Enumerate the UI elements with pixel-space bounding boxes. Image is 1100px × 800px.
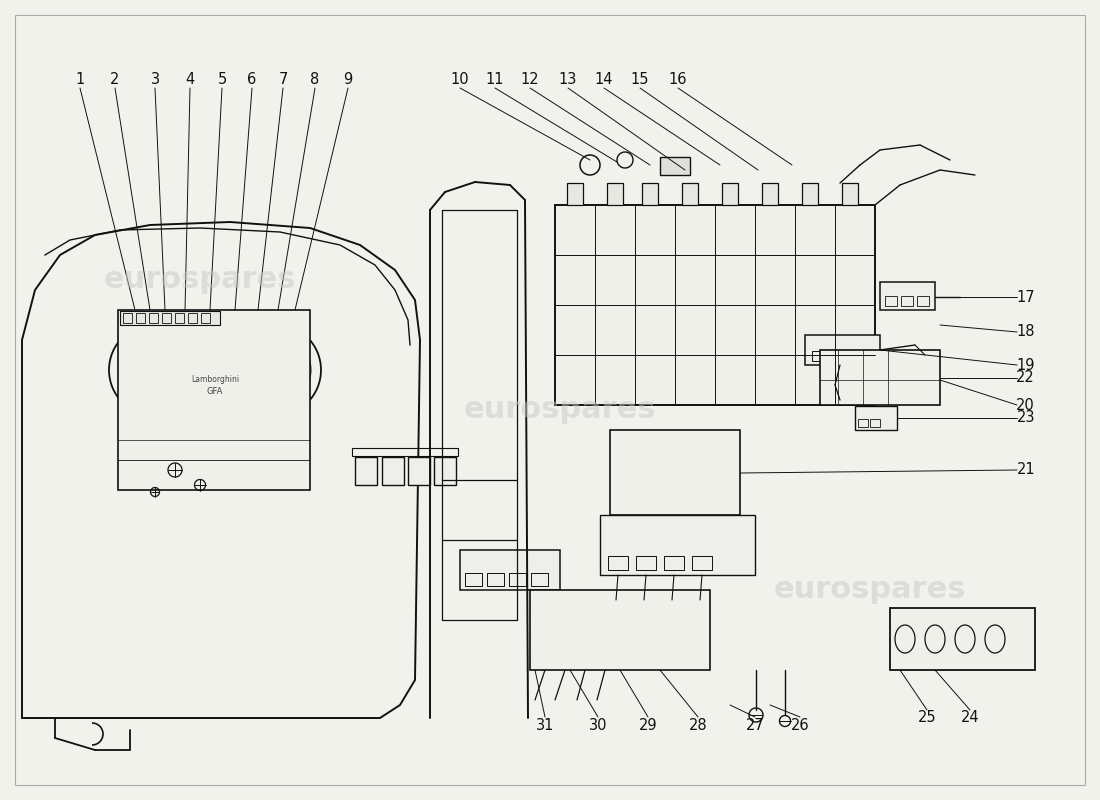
Text: eurospares: eurospares [773,575,966,605]
Bar [636,556,656,570]
Text: 14: 14 [595,73,614,87]
Bar [382,457,404,485]
Bar [642,183,658,205]
Bar [123,313,132,323]
Bar [858,419,868,427]
Bar [465,573,482,586]
Text: 13: 13 [559,73,578,87]
Bar [566,183,583,205]
Text: eurospares: eurospares [103,266,296,294]
Text: Lamborghini: Lamborghini [191,375,239,385]
Bar [600,515,755,575]
Bar [120,311,220,325]
Bar [487,573,504,586]
Bar [722,183,738,205]
Bar [820,350,940,405]
Bar [136,313,145,323]
Text: 8: 8 [310,73,320,87]
Text: 17: 17 [1016,290,1035,305]
Text: GFA: GFA [207,387,223,397]
Bar [201,313,210,323]
Bar [664,556,684,570]
Bar [188,313,197,323]
Bar [840,351,860,361]
Text: 30: 30 [588,718,607,733]
Text: 5: 5 [218,73,227,87]
Bar [148,313,158,323]
Text: 9: 9 [343,73,353,87]
Text: 3: 3 [151,73,160,87]
Text: 21: 21 [1016,462,1035,478]
Bar [660,157,690,175]
Bar [890,608,1035,670]
Bar [352,448,458,456]
Text: 20: 20 [1016,398,1035,413]
Text: 19: 19 [1016,358,1035,373]
Bar [460,550,560,590]
Text: 16: 16 [669,73,688,87]
Bar [607,183,623,205]
Text: 23: 23 [1016,410,1035,426]
Bar [692,556,712,570]
Bar [917,296,930,306]
Text: 18: 18 [1016,325,1035,339]
Text: 6: 6 [248,73,256,87]
Bar [880,282,935,310]
Text: 28: 28 [689,718,707,733]
Text: 1: 1 [76,73,85,87]
Bar [556,205,874,405]
Polygon shape [22,222,420,718]
Text: 22: 22 [1016,370,1035,386]
Polygon shape [118,310,310,490]
Bar [355,457,377,485]
Text: 7: 7 [278,73,288,87]
Text: 26: 26 [791,718,810,733]
Bar [509,573,526,586]
Text: 29: 29 [639,718,658,733]
Bar [175,313,184,323]
Bar [802,183,818,205]
Bar [901,296,913,306]
Text: 24: 24 [960,710,979,726]
Bar [855,406,896,430]
Bar [682,183,698,205]
Bar [162,313,170,323]
Bar [610,430,740,515]
Bar [870,419,880,427]
Text: 31: 31 [536,718,554,733]
Text: 27: 27 [746,718,764,733]
Bar [812,351,832,361]
Bar [531,573,548,586]
Text: 11: 11 [486,73,504,87]
Bar [608,556,628,570]
Text: 15: 15 [630,73,649,87]
Text: 2: 2 [110,73,120,87]
Bar [530,590,710,670]
Text: 25: 25 [917,710,936,726]
Text: eurospares: eurospares [464,395,657,425]
Text: 4: 4 [186,73,195,87]
Bar [842,183,858,205]
Bar [434,457,456,485]
Bar [886,296,896,306]
Bar [762,183,778,205]
Bar [408,457,430,485]
Bar [805,335,880,365]
Text: 12: 12 [520,73,539,87]
Text: 10: 10 [451,73,470,87]
